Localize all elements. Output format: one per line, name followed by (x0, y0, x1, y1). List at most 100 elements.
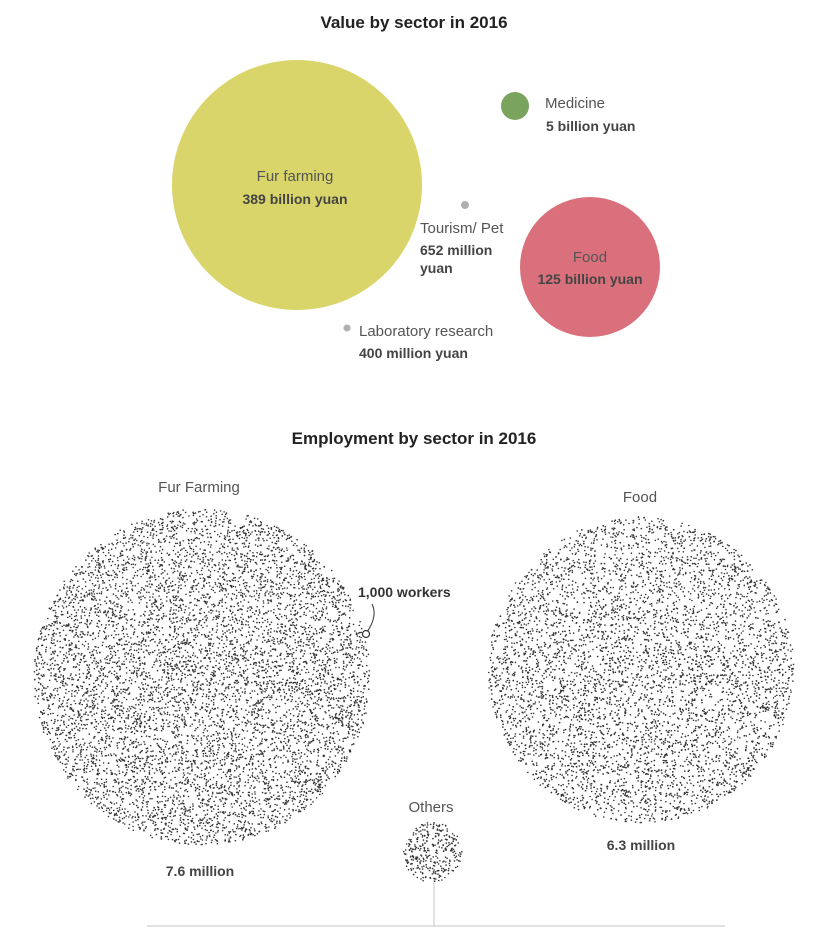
worker-dot (320, 698, 322, 700)
worker-dot (273, 819, 275, 821)
worker-dot (191, 766, 193, 768)
worker-dot (116, 747, 119, 749)
worker-dot (75, 594, 78, 597)
worker-dot (330, 685, 333, 687)
worker-dot (309, 570, 311, 572)
worker-dot (160, 837, 162, 840)
worker-dot (147, 778, 149, 780)
worker-dot (161, 669, 164, 671)
worker-dot (183, 611, 186, 614)
worker-dot (116, 539, 118, 541)
worker-dot (156, 654, 159, 656)
worker-dot (185, 750, 188, 753)
worker-dot (177, 640, 179, 643)
worker-dot (353, 671, 355, 674)
worker-dot (286, 604, 289, 607)
worker-dot (297, 770, 300, 773)
worker-dot (83, 788, 85, 790)
worker-dot (358, 700, 361, 702)
worker-dot (125, 815, 127, 817)
worker-dot (114, 605, 116, 607)
worker-dot (243, 821, 246, 824)
worker-dot (59, 686, 61, 689)
worker-dot (292, 809, 295, 812)
worker-dot (326, 659, 329, 662)
worker-dot (308, 638, 310, 641)
worker-dot (101, 699, 103, 702)
worker-dot (107, 726, 109, 729)
worker-dot (109, 584, 111, 586)
worker-dot (192, 737, 195, 740)
worker-dot (152, 543, 155, 546)
worker-dot (210, 638, 212, 640)
worker-dot (201, 567, 204, 569)
worker-dot (180, 742, 182, 744)
worker-dot (145, 645, 147, 647)
worker-dot (194, 670, 196, 673)
worker-dot (331, 646, 334, 649)
worker-dot (344, 697, 347, 699)
worker-dot (160, 664, 162, 666)
worker-dot (68, 643, 71, 646)
worker-dot (231, 628, 234, 630)
worker-dot (258, 670, 260, 673)
worker-dot (221, 783, 223, 786)
worker-dot (358, 652, 360, 654)
worker-dot (41, 685, 44, 687)
worker-dot (101, 644, 104, 647)
worker-dot (174, 759, 176, 761)
worker-dot (263, 669, 266, 672)
worker-dot (332, 603, 335, 605)
worker-dot (266, 524, 268, 527)
worker-dot (289, 636, 292, 638)
worker-dot (180, 803, 182, 805)
worker-dot (269, 537, 272, 540)
worker-dot (140, 589, 142, 591)
worker-dot (212, 586, 214, 589)
worker-dot (76, 692, 78, 694)
worker-dot (280, 568, 282, 571)
worker-dot (194, 527, 196, 530)
worker-dot (269, 631, 272, 633)
worker-dot (334, 606, 337, 609)
worker-dot (112, 701, 115, 703)
worker-dot (103, 716, 105, 719)
worker-dot (295, 753, 297, 756)
worker-dot (117, 559, 119, 562)
worker-dot (105, 638, 107, 640)
worker-dot (343, 591, 345, 594)
worker-dot (174, 637, 177, 640)
worker-dot (101, 807, 104, 809)
worker-dot (187, 843, 190, 845)
worker-dot (162, 813, 165, 816)
worker-dot (150, 613, 153, 615)
worker-dot (194, 719, 196, 722)
worker-dot (213, 816, 216, 818)
worker-dot (292, 808, 294, 811)
worker-dot (218, 582, 220, 584)
worker-dot (264, 771, 267, 774)
worker-dot (130, 537, 132, 539)
worker-dot (105, 729, 107, 732)
worker-dot (273, 757, 276, 760)
worker-dot (247, 590, 250, 592)
worker-dot (199, 824, 201, 827)
worker-dot (270, 667, 272, 669)
worker-dot (189, 673, 191, 676)
worker-dot (272, 611, 275, 614)
worker-dot (316, 703, 318, 705)
worker-dot (170, 652, 172, 654)
worker-dot (74, 656, 77, 658)
worker-dot (152, 638, 155, 640)
worker-dot (224, 817, 226, 819)
worker-dot (95, 688, 98, 691)
worker-dot (61, 682, 64, 685)
worker-dot (247, 601, 250, 603)
worker-dot (117, 603, 119, 605)
worker-dot (283, 697, 286, 699)
worker-dot (173, 589, 175, 591)
worker-dot (213, 708, 215, 711)
worker-dot (234, 652, 236, 655)
worker-dot (145, 761, 147, 764)
worker-dot (286, 537, 289, 540)
